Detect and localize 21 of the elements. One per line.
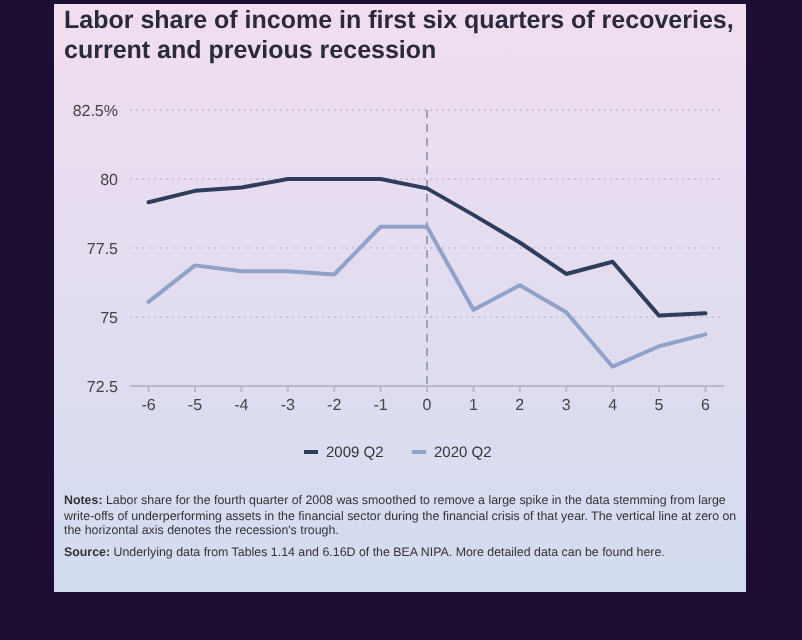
x-tick-label: 0 [422, 396, 433, 414]
x-tick-label: -3 [280, 396, 296, 414]
y-tick-label: 82.5% [72, 101, 118, 120]
x-tick-label: 1 [468, 396, 479, 414]
x-tick-label: -5 [187, 396, 204, 414]
line-series [146, 177, 708, 318]
x-tick-label: -4 [234, 396, 250, 414]
x-tick-label: 4 [608, 396, 619, 414]
line-series [146, 224, 708, 369]
chart-title: Labor share of income in first six quarters of recoveries, current and previous recession [64, 6, 736, 66]
x-tick-label: 3 [561, 396, 572, 414]
x-tick-label: 5 [654, 396, 665, 414]
y-tick-label: 77.5 [86, 239, 120, 258]
x-tick-label: -6 [141, 396, 157, 414]
x-tick-label: 6 [700, 396, 711, 414]
y-tick-label: 80 [100, 170, 120, 189]
x-tick-label: -2 [327, 396, 343, 414]
x-tick-label: -1 [373, 396, 389, 414]
y-tick-label: 72.5 [86, 377, 120, 396]
x-tick-label: 2 [515, 396, 526, 414]
y-tick-label: 75 [100, 308, 120, 327]
